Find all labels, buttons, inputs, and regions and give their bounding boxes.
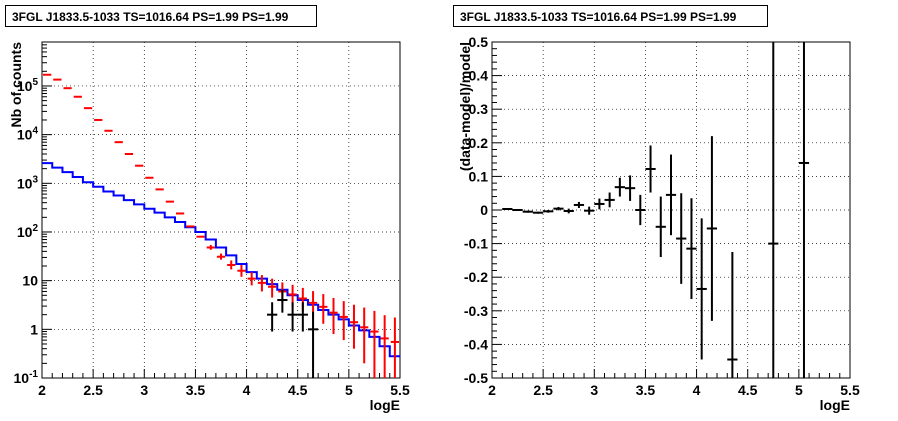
x-tick-label: 5.5 bbox=[840, 382, 860, 398]
y-tick-label: 10-1 bbox=[14, 369, 39, 386]
y-tick-label: 1 bbox=[30, 321, 38, 337]
x-tick-label: 4.5 bbox=[288, 382, 308, 398]
plot-frame bbox=[41, 41, 401, 379]
y-tick-label: 0.4 bbox=[469, 68, 489, 84]
x-tick-label: 2.5 bbox=[83, 382, 103, 398]
y-tick-label: -0.1 bbox=[464, 236, 488, 252]
y-axis-label: Nb of counts bbox=[8, 42, 24, 128]
x-tick-label: 3.5 bbox=[186, 382, 206, 398]
x-tick-label: 5 bbox=[345, 382, 353, 398]
residuals-plot-title: 3FGL J1833.5-1033 TS=1016.64 PS=1.99 PS=… bbox=[453, 5, 768, 27]
x-tick-label: 3.5 bbox=[636, 382, 656, 398]
x-tick-label: 5.5 bbox=[390, 382, 410, 398]
y-tick-label: 105 bbox=[17, 77, 39, 94]
x-tick-label: 4 bbox=[243, 382, 251, 398]
y-tick-label: -0.3 bbox=[464, 303, 488, 319]
x-tick-label: 2.5 bbox=[533, 382, 553, 398]
y-tick-label: 0 bbox=[480, 202, 488, 218]
x-tick-label: 4.5 bbox=[738, 382, 758, 398]
y-tick-label: 0.2 bbox=[469, 135, 489, 151]
model-histogram-line bbox=[42, 162, 400, 358]
x-axis-label: logE bbox=[820, 397, 850, 413]
counts-plot-title: 3FGL J1833.5-1033 TS=1016.64 PS=1.99 PS=… bbox=[5, 5, 317, 27]
x-tick-label: 3 bbox=[590, 382, 598, 398]
y-tick-label: 0.3 bbox=[469, 101, 489, 117]
x-tick-label: 5 bbox=[795, 382, 803, 398]
y-tick-label: 10 bbox=[22, 273, 38, 289]
y-tick-label: -0.2 bbox=[464, 269, 488, 285]
y-tick-label: 0.5 bbox=[469, 34, 489, 50]
x-tick-label: 2 bbox=[38, 382, 46, 398]
x-tick-label: 2 bbox=[488, 382, 496, 398]
y-axis-label: (data-model)/model bbox=[457, 42, 473, 171]
x-tick-label: 3 bbox=[140, 382, 148, 398]
residuals-panel: 2 2.5 3 3.5 4 4.5 5 5.5 -0.5 -0.4 -0.3 -0.2 -0.1 0 0.1… bbox=[457, 34, 860, 413]
y-tick-label: 104 bbox=[17, 126, 39, 143]
y-tick-label: 103 bbox=[17, 174, 39, 191]
x-tick-label: 4 bbox=[693, 382, 701, 398]
y-tick-label: 102 bbox=[17, 223, 39, 240]
x-axis-label: logE bbox=[370, 397, 400, 413]
y-tick-label: -0.4 bbox=[464, 336, 488, 352]
y-tick-label: 0.1 bbox=[469, 168, 489, 184]
y-tick-label: -0.5 bbox=[464, 370, 488, 386]
counts-panel: 2 2.5 3 3.5 4 4.5 5 5.5 10-1 1 10 102 103 104 105 logE N… bbox=[8, 41, 410, 413]
